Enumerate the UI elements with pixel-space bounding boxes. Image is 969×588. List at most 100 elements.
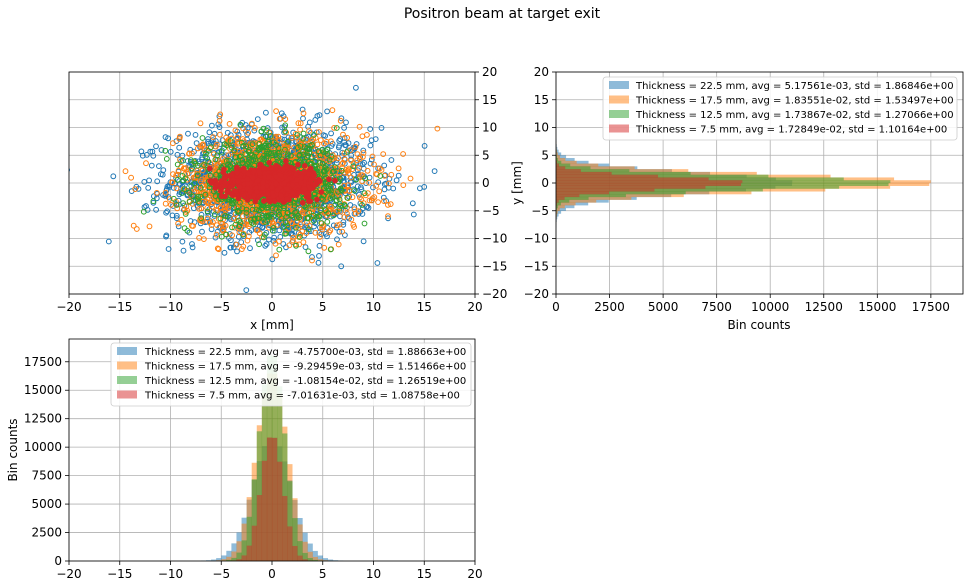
scatter-point xyxy=(195,194,202,200)
scatter-point xyxy=(223,142,230,149)
scatter-point xyxy=(370,184,376,191)
scatter-point xyxy=(231,151,238,158)
scatter-point xyxy=(227,138,234,144)
scatter-point xyxy=(170,195,177,202)
scatter-point xyxy=(307,142,313,149)
scatter-point xyxy=(184,228,191,234)
scatter-point xyxy=(321,202,328,209)
scatter-point xyxy=(143,152,150,158)
scatter-point xyxy=(105,238,112,245)
scatter-point xyxy=(282,116,289,122)
scatter-point xyxy=(250,157,257,163)
scatter-point xyxy=(315,259,322,266)
scatter-point xyxy=(223,158,230,164)
scatter-point xyxy=(217,215,224,222)
scatter-point xyxy=(300,115,306,122)
scatter-point xyxy=(283,129,290,136)
scatter-point xyxy=(186,189,193,196)
scatter-point xyxy=(324,195,330,202)
scatter-point xyxy=(206,129,213,136)
scatter-point xyxy=(241,205,248,211)
scatter-point xyxy=(324,150,331,157)
scatter-point xyxy=(110,173,117,180)
scatter-point xyxy=(330,212,337,219)
scatter-point xyxy=(215,196,222,203)
scatter-point xyxy=(381,198,387,205)
scatter-point xyxy=(240,125,247,132)
scatter-point xyxy=(228,244,234,251)
scatter-point xyxy=(186,199,193,205)
scatter-point xyxy=(249,206,256,213)
scatter-point xyxy=(300,148,307,155)
scatter-point xyxy=(353,141,360,147)
scatter-point xyxy=(196,235,203,241)
scatter-point xyxy=(360,150,367,156)
scatter-point xyxy=(386,180,392,187)
scatter-point xyxy=(210,134,217,141)
scatter-point xyxy=(198,215,205,222)
scatter-point xyxy=(148,162,155,169)
scatter-point xyxy=(252,125,258,131)
scatter-point xyxy=(237,225,243,232)
scatter-point xyxy=(361,159,368,166)
scatter-point xyxy=(307,177,314,183)
scatter-point xyxy=(410,211,417,218)
scatter-point xyxy=(263,109,269,116)
scatter-point xyxy=(338,167,345,174)
scatter-point xyxy=(297,126,304,133)
scatter-point xyxy=(348,174,355,181)
scatter-point xyxy=(234,164,240,171)
scatter-point xyxy=(295,230,302,237)
scatter-point xyxy=(329,192,336,198)
scatter-point xyxy=(288,152,294,159)
scatter-point xyxy=(270,139,277,146)
scatter-point xyxy=(69,167,70,173)
scatter-point xyxy=(147,148,154,155)
scatter-point xyxy=(278,110,285,117)
scatter-point xyxy=(400,151,407,157)
scatter-point xyxy=(309,209,316,216)
scatter-point xyxy=(299,199,306,206)
scatter-point xyxy=(284,138,291,145)
scatter-point xyxy=(312,190,318,197)
scatter-point xyxy=(300,239,307,246)
scatter-point xyxy=(162,189,169,196)
scatter-point xyxy=(316,112,323,118)
scatter-point xyxy=(367,142,374,149)
scatter-point xyxy=(182,209,189,215)
scatter-point xyxy=(174,151,181,158)
scatter-point xyxy=(306,119,313,126)
scatter-point xyxy=(303,136,310,143)
scatter-point xyxy=(267,198,273,205)
scatter-point xyxy=(185,130,191,137)
scatter-point xyxy=(300,130,307,137)
scatter-point xyxy=(296,152,303,159)
scatter-point xyxy=(193,140,200,147)
scatter-point xyxy=(262,242,269,249)
scatter-point xyxy=(191,158,198,165)
scatter-point xyxy=(385,215,392,222)
scatter-point xyxy=(361,220,368,227)
scatter-point xyxy=(362,175,369,182)
scatter-point xyxy=(365,204,372,211)
scatter-point xyxy=(381,162,388,169)
scatter-point xyxy=(327,203,334,210)
scatter-point xyxy=(216,118,223,124)
scatter-point xyxy=(341,150,348,157)
scatter-point xyxy=(295,161,301,168)
scatter-point xyxy=(143,160,149,167)
scatter-point xyxy=(245,223,252,230)
scatter-point xyxy=(203,218,210,225)
scatter-point xyxy=(275,208,282,215)
scatter-point xyxy=(326,176,332,183)
scatter-point xyxy=(229,191,236,198)
scatter-point xyxy=(229,224,235,231)
scatter-point xyxy=(249,141,256,148)
scatter-point xyxy=(319,226,326,233)
scatter-point xyxy=(189,244,196,251)
scatter-point xyxy=(228,216,234,223)
scatter-point xyxy=(308,153,315,160)
scatter-point xyxy=(282,122,289,129)
scatter-point xyxy=(364,203,371,210)
scatter-point xyxy=(323,230,330,237)
